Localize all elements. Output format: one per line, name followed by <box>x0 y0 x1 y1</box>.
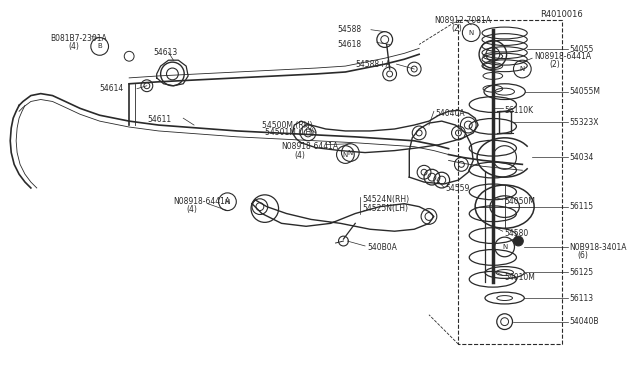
Text: 54055: 54055 <box>570 45 594 54</box>
Text: N08918-6441A: N08918-6441A <box>173 197 230 206</box>
Text: 56115: 56115 <box>570 202 594 211</box>
Text: (6): (6) <box>577 251 588 260</box>
Text: 54611: 54611 <box>147 115 171 124</box>
Text: 54580: 54580 <box>504 229 529 238</box>
Text: N: N <box>225 199 230 205</box>
Text: 54055M: 54055M <box>570 87 600 96</box>
Text: 54588+A: 54588+A <box>355 60 391 68</box>
Text: 56110K: 56110K <box>504 106 534 115</box>
Text: N0B918-3401A: N0B918-3401A <box>570 243 627 253</box>
Text: 56113: 56113 <box>570 294 594 302</box>
Text: N08918-6441A: N08918-6441A <box>534 52 591 61</box>
Text: B081B7-2301A: B081B7-2301A <box>51 34 108 43</box>
Text: 54613: 54613 <box>154 48 178 57</box>
Text: 54034: 54034 <box>570 153 594 162</box>
Text: N08912-7081A: N08912-7081A <box>434 16 491 25</box>
Text: R4010016: R4010016 <box>540 10 583 19</box>
Text: 54040B: 54040B <box>570 317 599 326</box>
Text: 54614: 54614 <box>100 84 124 93</box>
Text: N: N <box>520 66 525 72</box>
Text: (2): (2) <box>550 60 561 68</box>
Text: 54618: 54618 <box>337 40 362 49</box>
Text: 54050M: 54050M <box>504 197 536 206</box>
Text: B: B <box>97 44 102 49</box>
Text: N: N <box>343 151 348 158</box>
Bar <box>499 111 511 133</box>
Text: N08918-6441A: N08918-6441A <box>282 142 339 151</box>
Text: (4): (4) <box>294 151 305 160</box>
Text: N: N <box>348 150 353 155</box>
Text: N: N <box>502 244 508 250</box>
Text: 54500M (RH): 54500M (RH) <box>262 121 312 129</box>
Text: 54524N(RH): 54524N(RH) <box>362 195 409 204</box>
Circle shape <box>513 236 524 246</box>
Text: 55323X: 55323X <box>570 118 599 126</box>
Text: 54040A: 54040A <box>436 109 465 118</box>
Text: (4): (4) <box>186 205 197 214</box>
Text: 54588: 54588 <box>337 25 362 34</box>
Text: N: N <box>468 30 474 36</box>
Text: (4): (4) <box>68 42 79 51</box>
Text: (2): (2) <box>452 24 462 33</box>
Text: 54501M (LH): 54501M (LH) <box>265 128 314 137</box>
Text: 54525N(LH): 54525N(LH) <box>362 204 408 213</box>
Text: 54010M: 54010M <box>504 273 536 282</box>
Text: 54559: 54559 <box>445 185 470 193</box>
Text: 56125: 56125 <box>570 268 594 277</box>
Text: 540B0A: 540B0A <box>367 243 397 253</box>
